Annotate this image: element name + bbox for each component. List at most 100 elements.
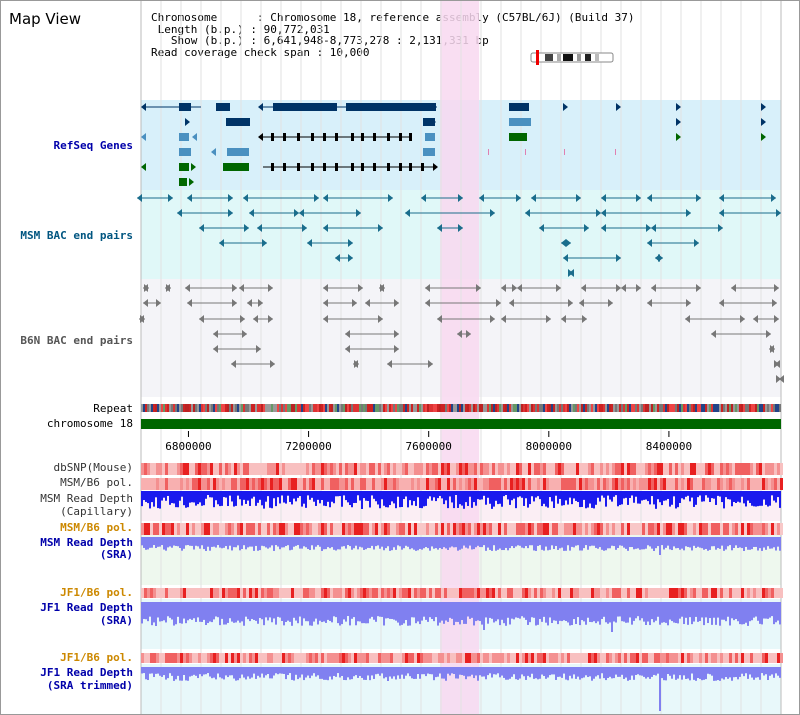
repeat-segment	[601, 404, 603, 412]
track-label-b6n-bac[interactable]: B6N BAC end pairs	[20, 334, 133, 347]
heat-cell	[207, 588, 210, 598]
depth-bar	[167, 491, 169, 496]
depth-bar	[429, 667, 431, 675]
heat-cell	[333, 523, 336, 535]
heat-cell	[612, 653, 615, 663]
depth-bar	[591, 491, 593, 508]
depth-bar	[665, 667, 667, 681]
depth-bar	[559, 667, 561, 677]
heat-cell	[606, 463, 609, 475]
repeat-segment	[385, 404, 387, 412]
repeat-segment	[233, 404, 235, 412]
heat-cell	[228, 478, 231, 490]
depth-bar	[449, 491, 451, 497]
heat-cell	[687, 653, 690, 663]
bac-end-right	[776, 375, 781, 383]
depth-bar	[277, 667, 279, 675]
heat-cell	[303, 653, 306, 663]
heat-cell	[510, 463, 513, 475]
depth-bar	[413, 537, 415, 550]
heat-cell	[759, 478, 762, 490]
depth-bar	[673, 537, 675, 547]
depth-bar	[575, 537, 577, 546]
depth-bar	[607, 602, 609, 624]
repeat-segment	[253, 404, 255, 412]
track-label-msm-bac[interactable]: MSM BAC end pairs	[20, 229, 133, 242]
depth-bar	[689, 602, 691, 618]
heat-cell	[696, 653, 699, 663]
heat-cell	[477, 523, 480, 535]
heat-cell	[204, 653, 207, 663]
depth-bar	[229, 667, 231, 676]
heat-cell	[570, 523, 573, 535]
repeat-segment	[773, 404, 775, 412]
depth-bar	[683, 667, 685, 676]
depth-bar	[503, 537, 505, 551]
heat-cell	[321, 478, 324, 490]
heat-cell	[663, 478, 666, 490]
heat-cell	[201, 588, 204, 598]
heat-cell	[357, 523, 360, 535]
repeat-segment	[321, 404, 323, 412]
heat-cell	[582, 653, 585, 663]
depth-bar	[219, 491, 221, 507]
depth-bar	[513, 537, 515, 549]
repeat-segment	[197, 404, 199, 412]
depth-bar	[387, 491, 389, 508]
depth-bar	[253, 602, 255, 620]
depth-bar	[585, 491, 587, 509]
heat-cell	[489, 588, 492, 598]
depth-bar	[537, 667, 539, 680]
repeat-segment	[613, 404, 615, 412]
depth-bar	[499, 491, 501, 504]
track-label-refseq[interactable]: RefSeq Genes	[53, 139, 133, 152]
repeat-segment	[219, 404, 221, 412]
repeat-segment	[643, 404, 645, 412]
heat-cell	[768, 588, 771, 598]
repeat-segment	[503, 404, 505, 412]
depth-bar	[565, 537, 567, 551]
depth-bar	[637, 491, 639, 504]
depth-bar	[603, 602, 605, 617]
heat-cell	[696, 478, 699, 490]
heat-cell	[537, 588, 540, 598]
heat-cell	[723, 523, 726, 535]
depth-bar	[305, 491, 307, 508]
heat-cell	[597, 463, 600, 475]
heat-cell	[318, 653, 321, 663]
depth-bar	[345, 602, 347, 622]
axis-tick-label: 6800000	[165, 440, 211, 453]
repeat-segment	[351, 404, 353, 412]
depth-bar	[487, 537, 489, 548]
heat-cell	[378, 478, 381, 490]
refseq-genes-track[interactable]	[141, 103, 766, 186]
heat-cell	[339, 463, 342, 475]
depth-bar	[359, 667, 361, 676]
ideogram-band	[577, 54, 581, 61]
repeat-segment	[621, 404, 623, 412]
repeat-segment	[527, 404, 529, 412]
depth-bar	[631, 491, 633, 496]
heat-cell	[321, 523, 324, 535]
depth-bar	[755, 667, 757, 678]
depth-bar	[321, 602, 323, 623]
heat-cell	[219, 478, 222, 490]
depth-bar	[407, 491, 409, 508]
bac-end-right	[696, 284, 701, 292]
repeat-segment	[757, 404, 759, 412]
depth-bar	[371, 537, 373, 546]
depth-bar	[143, 602, 145, 619]
heat-cell	[495, 463, 498, 475]
b6n-bac-track[interactable]	[139, 284, 784, 383]
heat-cell	[498, 588, 501, 598]
depth-bar	[619, 537, 621, 546]
msm-bac-track[interactable]	[137, 194, 781, 277]
heat-cell	[258, 653, 261, 663]
gene-exon	[311, 163, 314, 171]
depth-bar	[639, 537, 641, 550]
depth-bar	[247, 602, 249, 620]
heat-cell	[537, 478, 540, 490]
depth-bar	[231, 667, 233, 676]
depth-bar	[671, 537, 673, 551]
